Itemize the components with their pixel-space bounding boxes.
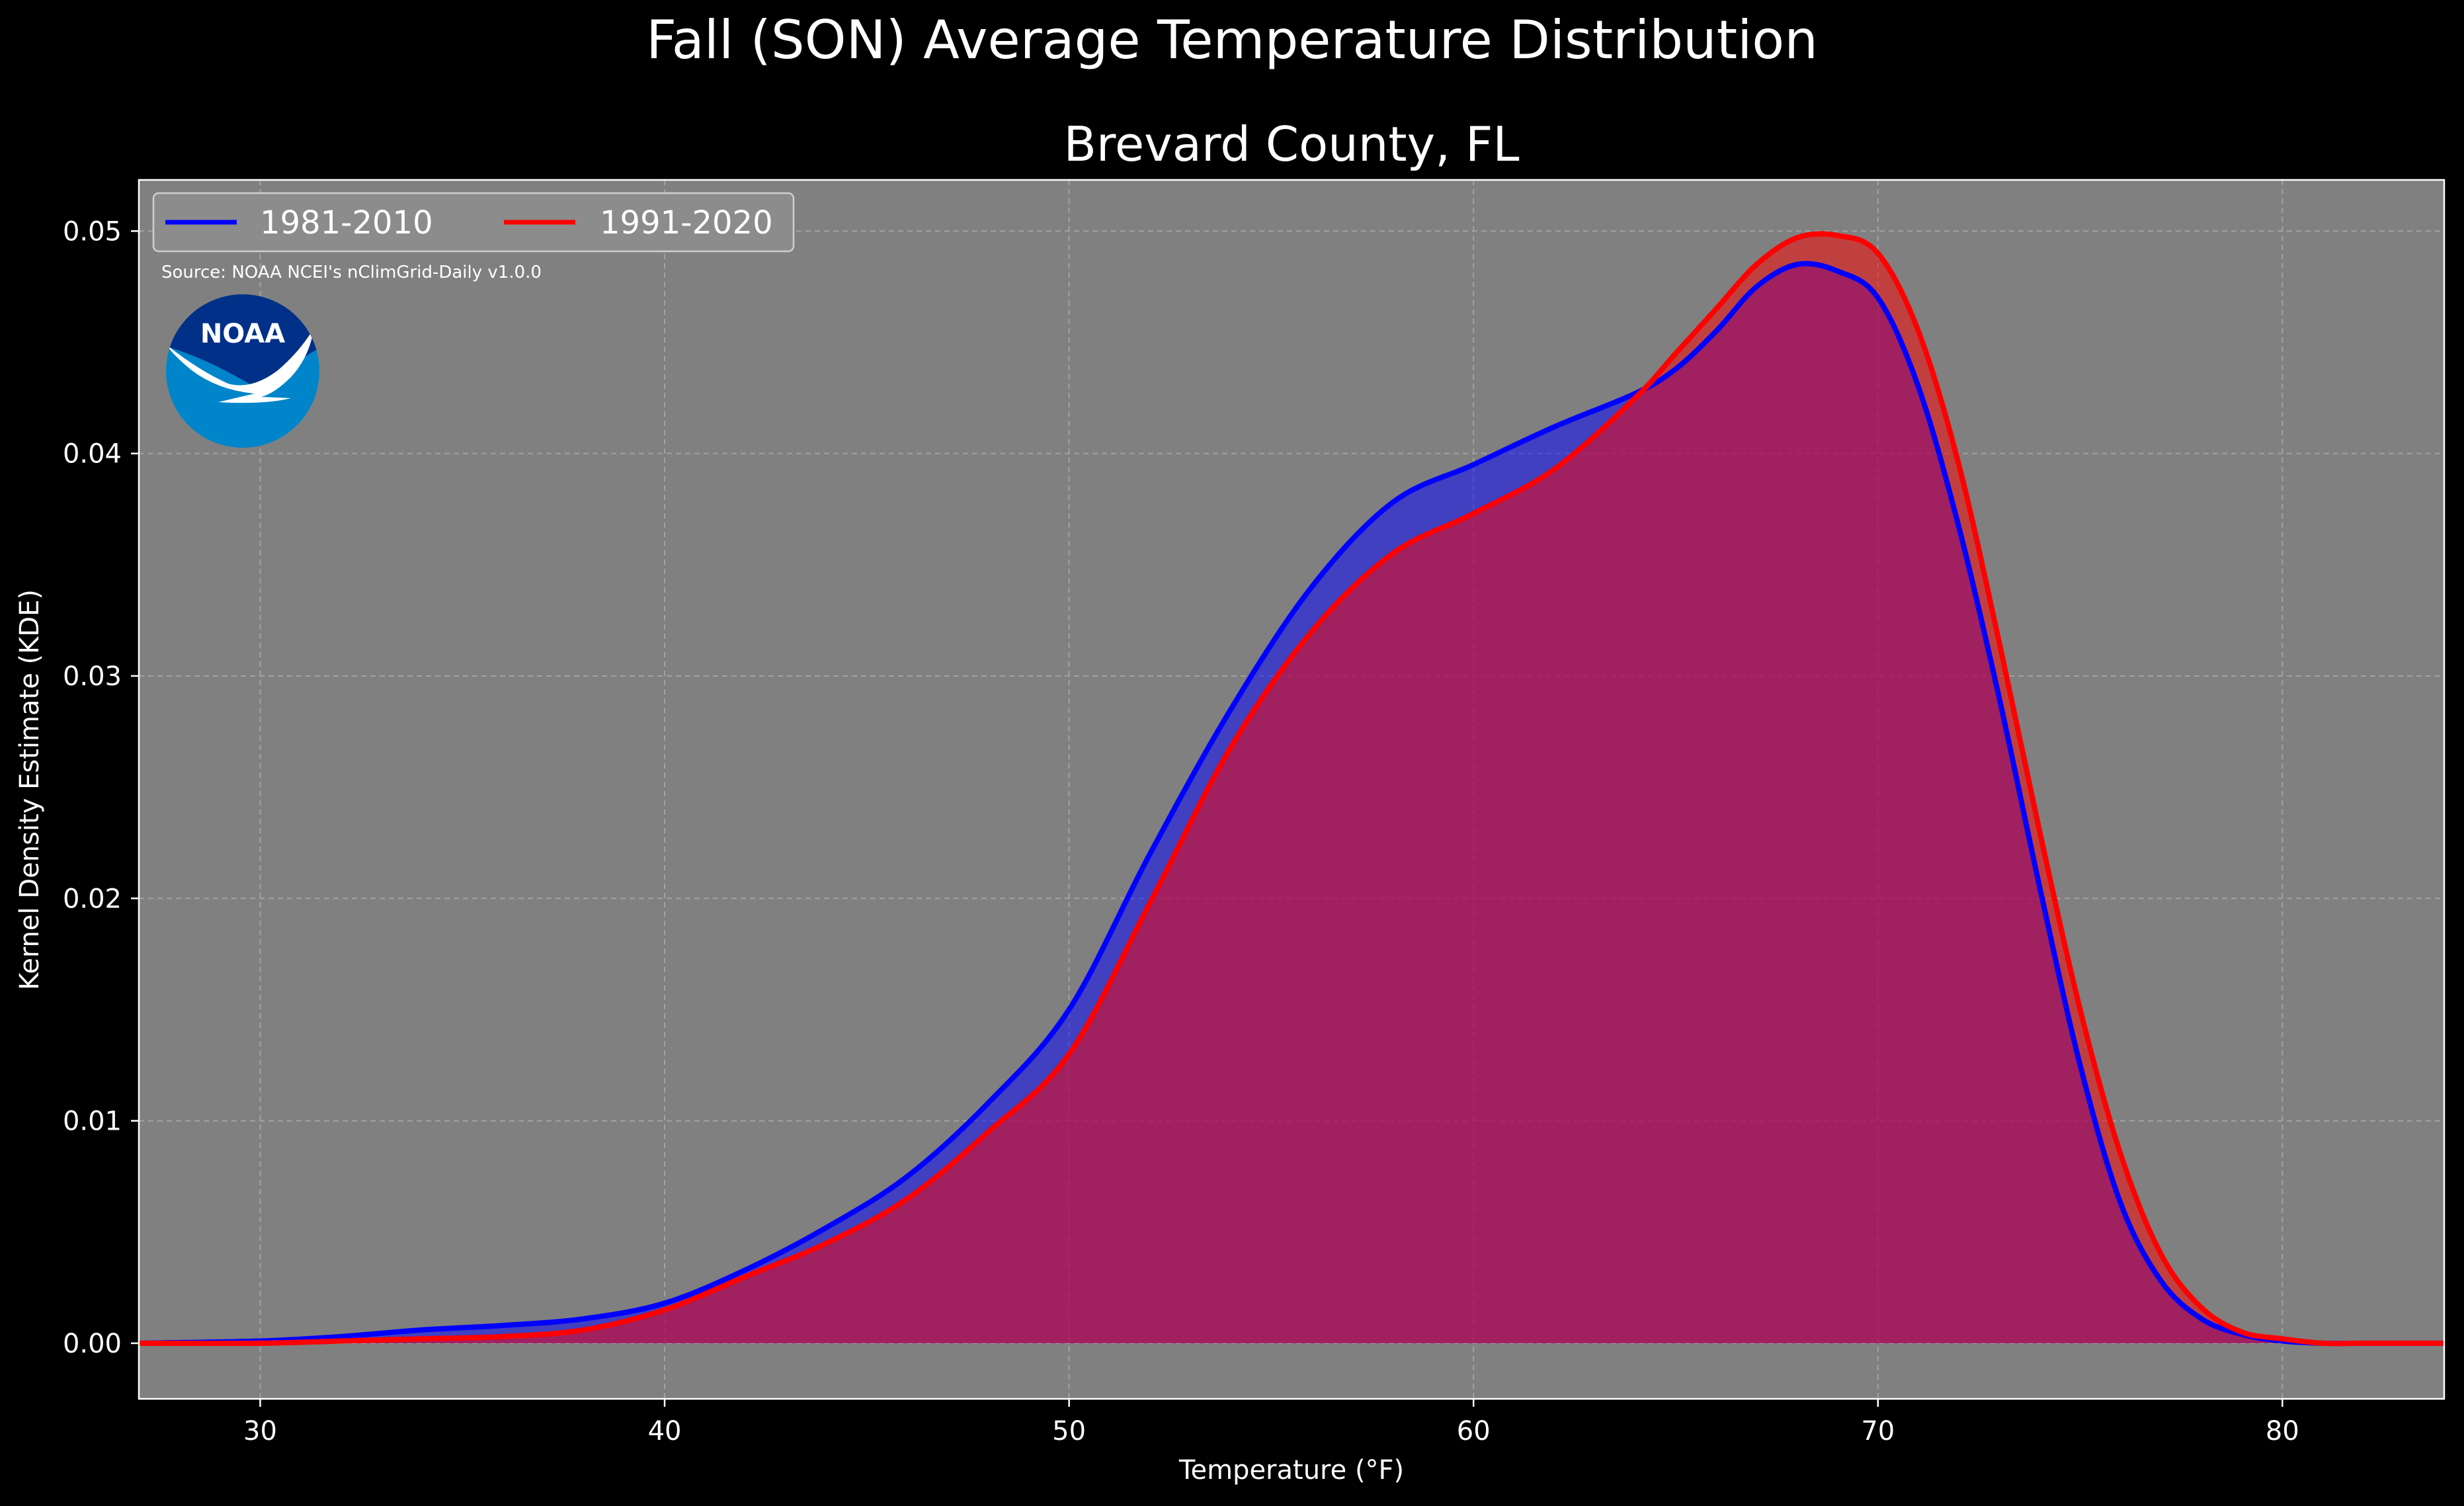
y-tick-label: 0.03 bbox=[63, 661, 122, 692]
line-1991-2020 bbox=[138, 231, 2444, 1347]
y-tick-label: 0.02 bbox=[63, 884, 122, 914]
source-annotation: Source: NOAA NCEI's nClimGrid-Daily v1.0… bbox=[161, 263, 542, 282]
noaa-logo-text: NOAA bbox=[200, 319, 285, 349]
noaa-logo-icon: NOAA bbox=[166, 294, 319, 448]
y-tick-label: 0.04 bbox=[63, 439, 122, 470]
series-layer bbox=[138, 231, 2444, 1347]
chart-suptitle: Fall (SON) Average Temperature Distribut… bbox=[646, 9, 1818, 71]
chart-title: Brevard County, FL bbox=[1063, 116, 1519, 172]
x-tick-label: 80 bbox=[2266, 1416, 2299, 1446]
y-tick-label: 0.00 bbox=[63, 1329, 122, 1359]
y-tick-label: 0.05 bbox=[63, 216, 122, 247]
legend-box bbox=[152, 192, 795, 253]
plot-frame bbox=[138, 179, 2445, 1400]
x-tick-label: 50 bbox=[1052, 1416, 1086, 1446]
x-tick-label: 40 bbox=[648, 1416, 682, 1446]
y-axis-ticks: 0.00 0.01 0.02 0.03 0.04 0.05 bbox=[63, 216, 139, 1359]
area-1991-2020 bbox=[139, 233, 2444, 1344]
x-axis-ticks: 30 40 50 60 70 80 bbox=[243, 1399, 2299, 1446]
legend-label-1991-2020: 1991-2020 bbox=[600, 204, 773, 241]
x-axis-label: Temperature (°F) bbox=[1178, 1455, 1404, 1485]
x-tick-label: 30 bbox=[243, 1416, 277, 1446]
y-tick-label: 0.01 bbox=[63, 1107, 122, 1137]
legend: 1981-2010 1991-2020 bbox=[152, 192, 795, 253]
line-1981-2010 bbox=[138, 261, 2444, 1347]
x-tick-label: 60 bbox=[1457, 1416, 1491, 1446]
x-tick-label: 70 bbox=[1861, 1416, 1895, 1446]
y-axis-label: Kernel Density Estimate (KDE) bbox=[15, 589, 45, 990]
legend-label-1981-2010: 1981-2010 bbox=[260, 204, 433, 241]
